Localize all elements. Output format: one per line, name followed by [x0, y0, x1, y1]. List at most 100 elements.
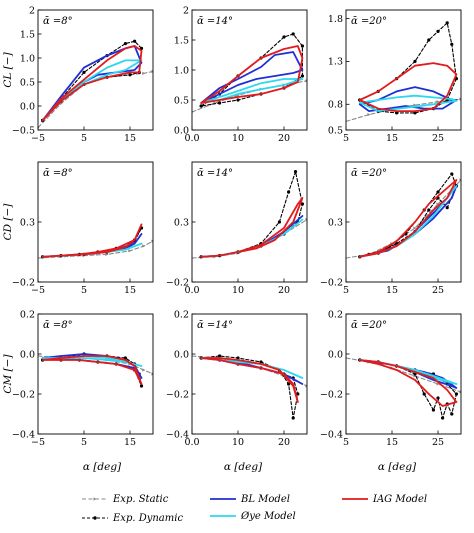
y-tick-label: 0.0	[20, 349, 35, 360]
exp-static-marker	[142, 244, 146, 248]
plot-area	[346, 172, 461, 259]
series-line-iag	[41, 223, 143, 258]
y-tick-label: 1.0	[174, 65, 189, 76]
x-axis-title-col-3: α [deg]	[378, 461, 417, 473]
panels-group: −5 5 15−0.50.00.51.01.52ᾱ =8°CL [−]0.0 10 20…	[2, 5, 462, 448]
axes-frame	[191, 313, 308, 435]
x-tick-label: 10	[232, 133, 244, 144]
exp-dynamic-point	[236, 356, 240, 360]
exp-dynamic-point	[128, 73, 132, 77]
series-line-dynamic	[200, 171, 303, 258]
y-tick-label: 0.5	[20, 77, 35, 88]
panel-title: ᾱ =14°	[197, 320, 233, 331]
exp-dynamic-point	[236, 98, 240, 102]
panel-3-3: 5 15 25 −0.4 −0.2 0.0 0.2 ᾱ =20°	[320, 309, 462, 448]
y-axis-title: CL [−]	[2, 51, 14, 87]
y-tick-label: 0.3	[328, 217, 343, 228]
y-tick-label: −0.2	[12, 277, 35, 288]
y-tick-label: −0.2	[320, 277, 343, 288]
exp-static-marker	[142, 71, 146, 75]
exp-dynamic-point	[123, 42, 127, 46]
panel-2-2: 0.0 10 20 −0.2 0.3 ᾱ =14°	[166, 161, 308, 296]
exp-dynamic-point	[445, 206, 449, 210]
legend-label: Exp. Static	[112, 494, 169, 505]
panel-title: ᾱ =14°	[197, 16, 233, 27]
x-tick-label: 10	[232, 437, 244, 448]
x-tick-label: 15	[386, 285, 398, 296]
axes-frame	[345, 9, 462, 131]
panel-3-2: 0.0 10 20 −0.4 −0.2 0.0 0.2 ᾱ =14°	[166, 309, 308, 448]
y-tick-label: 0.0	[174, 125, 189, 136]
series-line-iag	[358, 62, 458, 112]
x-tick-label: 15	[386, 437, 398, 448]
series-line-iag	[41, 45, 143, 122]
plot-area	[38, 223, 153, 259]
panel-title: ᾱ =8°	[43, 16, 73, 27]
exp-static-marker	[105, 252, 109, 256]
series-line-øye	[41, 59, 143, 122]
x-tick-label: 10	[232, 285, 244, 296]
y-tick-label: 0.0	[174, 349, 189, 360]
y-axis-title: CD [−]	[2, 203, 14, 241]
legend-label: Øye Model	[240, 511, 296, 522]
exp-dynamic-point	[436, 29, 440, 33]
y-tick-label: 0.2	[20, 309, 35, 320]
exp-static-marker	[413, 226, 417, 230]
exp-dynamic-point	[123, 356, 127, 360]
x-tick-label: 25	[432, 133, 444, 144]
y-tick-label: 0.5	[174, 95, 189, 106]
axes-frame	[191, 9, 308, 131]
exp-dynamic-point	[133, 39, 137, 43]
exp-dynamic-point	[445, 21, 449, 25]
y-tick-label: 1.0	[20, 53, 35, 64]
exp-static-marker	[128, 249, 132, 253]
x-tick-label: 15	[124, 133, 136, 144]
y-tick-label: −0.2	[166, 389, 189, 400]
exp-static-marker	[436, 100, 440, 104]
y-tick-label: −0.2	[166, 277, 189, 288]
exp-dynamic-point	[287, 190, 291, 194]
y-tick-label: 2	[29, 5, 35, 16]
x-tick-label: 0.0	[184, 133, 199, 144]
series-line-dynamic	[359, 173, 457, 258]
x-tick-label: 0.0	[184, 285, 199, 296]
x-tick-label: 25	[432, 437, 444, 448]
plot-area	[38, 39, 153, 129]
series-line-iag	[41, 355, 143, 385]
series-line-dynamic	[359, 22, 457, 114]
exp-static-marker	[142, 368, 146, 372]
exp-dynamic-point	[395, 111, 399, 115]
legend-marker	[93, 516, 97, 520]
x-tick-label: 15	[124, 285, 136, 296]
x-tick-label: −5	[31, 133, 45, 144]
plot-area	[38, 352, 153, 388]
x-tick-label: 5	[343, 437, 349, 448]
y-tick-label: −0.5	[12, 125, 35, 136]
exp-static-marker	[436, 382, 440, 386]
legend-marker	[93, 497, 97, 501]
exp-dynamic-point	[296, 392, 300, 396]
exp-dynamic-point	[427, 208, 431, 212]
series-line-øye	[200, 218, 304, 258]
plot-area	[192, 32, 307, 113]
series-line-iag	[200, 197, 304, 258]
exp-dynamic-point	[300, 202, 304, 206]
axes-frame	[37, 161, 154, 283]
exp-dynamic-point	[450, 412, 454, 416]
y-tick-label: −0.2	[12, 389, 35, 400]
panel-2-1: −5 5 15 −0.2 0.3 ᾱ =8° CD [−]	[2, 161, 154, 296]
exp-static-marker	[367, 112, 371, 117]
legend-item--ye-model: Øye Model	[210, 511, 296, 522]
y-tick-label: 0.0	[328, 349, 343, 360]
x-tick-label: −5	[31, 285, 45, 296]
exp-dynamic-point	[259, 360, 263, 364]
y-tick-label: 1.5	[20, 29, 35, 40]
plot-area	[346, 21, 461, 123]
series-line-iag	[358, 179, 458, 258]
exp-dynamic-point	[450, 172, 454, 176]
y-axis-title: CM [−]	[2, 354, 14, 394]
axes-frame	[345, 313, 462, 435]
exp-static-marker	[436, 202, 440, 206]
panel-title: ᾱ =8°	[43, 320, 73, 331]
exp-dynamic-point	[277, 220, 281, 224]
